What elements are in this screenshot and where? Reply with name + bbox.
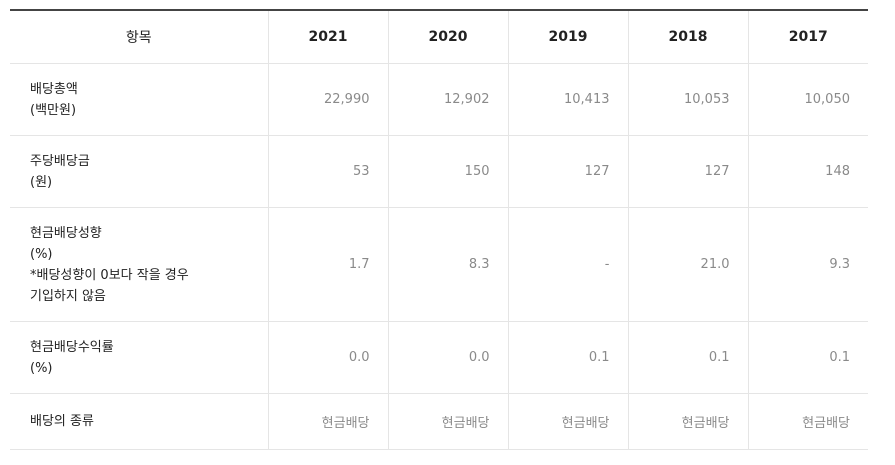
header-year: 2020 <box>387 9 508 64</box>
table-cell: 8.3 <box>387 207 508 322</box>
dividend-table: 항목 2021 2020 2019 2018 2017 배당총액 (백만원) 2… <box>10 9 868 450</box>
table-cell: 0.0 <box>267 321 388 394</box>
row-label-line: 주당배당금 <box>30 153 90 169</box>
table-header-row: 항목 2021 2020 2019 2018 2017 <box>10 9 868 64</box>
header-item: 항목 <box>10 9 268 64</box>
row-label-line: 현금배당성향 <box>30 225 102 241</box>
header-year: 2017 <box>747 9 868 64</box>
table-cell: 10,050 <box>747 63 868 136</box>
table-row: 주당배당금 (원) 53 150 127 127 148 <box>10 135 868 208</box>
table-cell: 150 <box>387 135 508 208</box>
table-cell: 0.1 <box>747 321 868 394</box>
table-cell: - <box>507 207 628 322</box>
row-label: 배당총액 (백만원) <box>10 63 268 136</box>
table-cell: 현금배당 <box>267 393 388 450</box>
table-cell: 127 <box>507 135 628 208</box>
row-label-line: (%) <box>30 246 53 262</box>
header-year: 2021 <box>267 9 388 64</box>
table-cell: 현금배당 <box>627 393 748 450</box>
table-cell: 현금배당 <box>747 393 868 450</box>
table-cell: 0.1 <box>507 321 628 394</box>
table-cell: 127 <box>627 135 748 208</box>
table-cell: 21.0 <box>627 207 748 322</box>
row-label-note: *배당성향이 0보다 작을 경우 <box>30 267 189 283</box>
table-cell: 10,053 <box>627 63 748 136</box>
table-cell: 0.1 <box>627 321 748 394</box>
row-label: 주당배당금 (원) <box>10 135 268 208</box>
table-row: 배당의 종류 현금배당 현금배당 현금배당 현금배당 현금배당 <box>10 393 868 450</box>
table-cell: 12,902 <box>387 63 508 136</box>
row-label-line: (백만원) <box>30 102 77 118</box>
row-label-line: 배당총액 <box>30 81 78 97</box>
table-row: 현금배당수익률 (%) 0.0 0.0 0.1 0.1 0.1 <box>10 321 868 394</box>
table-cell: 1.7 <box>267 207 388 322</box>
table-cell: 9.3 <box>747 207 868 322</box>
row-label-note: 기입하지 않음 <box>30 288 106 304</box>
row-label: 배당의 종류 <box>10 393 268 450</box>
table-cell: 현금배당 <box>387 393 508 450</box>
row-label-line: (원) <box>30 174 53 190</box>
row-label-line: 배당의 종류 <box>30 414 94 429</box>
table-cell: 10,413 <box>507 63 628 136</box>
table-cell: 148 <box>747 135 868 208</box>
table-cell: 0.0 <box>387 321 508 394</box>
row-label: 현금배당성향 (%) *배당성향이 0보다 작을 경우 기입하지 않음 <box>10 207 268 322</box>
header-year: 2019 <box>507 9 628 64</box>
row-label: 현금배당수익률 (%) <box>10 321 268 394</box>
table-cell: 53 <box>267 135 388 208</box>
table-cell: 22,990 <box>267 63 388 136</box>
table-row: 배당총액 (백만원) 22,990 12,902 10,413 10,053 1… <box>10 63 868 136</box>
table-row: 현금배당성향 (%) *배당성향이 0보다 작을 경우 기입하지 않음 1.7 … <box>10 207 868 322</box>
header-year: 2018 <box>627 9 748 64</box>
table-cell: 현금배당 <box>507 393 628 450</box>
row-label-line: 현금배당수익률 <box>30 339 114 355</box>
row-label-line: (%) <box>30 360 53 376</box>
